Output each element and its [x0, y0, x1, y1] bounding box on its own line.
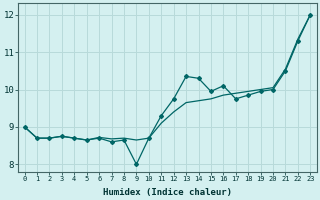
- X-axis label: Humidex (Indice chaleur): Humidex (Indice chaleur): [103, 188, 232, 197]
